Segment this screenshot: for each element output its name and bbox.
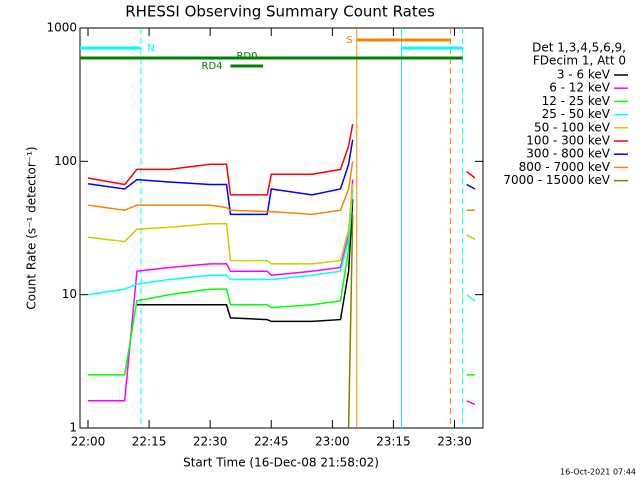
y-tick-label: 100 bbox=[54, 154, 77, 168]
series-line bbox=[87, 139, 476, 216]
legend-label: 3 - 6 keV bbox=[557, 68, 611, 82]
legend-label: 12 - 25 keV bbox=[542, 94, 611, 108]
x-axis-label: Start Time (16-Dec-08 21:58:02) bbox=[183, 456, 379, 470]
series-line bbox=[88, 179, 476, 406]
y-tick-label: 1000 bbox=[46, 21, 77, 35]
legend-label: 7000 - 15000 keV bbox=[503, 173, 610, 187]
legend-title: Det 1,3,4,5,6,9, bbox=[532, 41, 626, 55]
legend-title: FDecim 1, Att 0 bbox=[533, 54, 626, 68]
x-tick-label: 22:15 bbox=[132, 435, 167, 449]
legend-label: 100 - 300 keV bbox=[526, 134, 610, 148]
flag-label: RD0 bbox=[236, 51, 257, 62]
x-tick-label: 23:30 bbox=[437, 435, 472, 449]
legend-label: 25 - 50 keV bbox=[542, 107, 611, 121]
flag-label: RD4 bbox=[202, 61, 223, 72]
plot-frame bbox=[79, 27, 484, 429]
series-line bbox=[87, 161, 475, 216]
legend-label: 6 - 12 keV bbox=[549, 81, 611, 95]
x-tick-label: 22:30 bbox=[193, 435, 228, 449]
footer: 16-Oct-2021 07:44 bbox=[560, 468, 636, 477]
series-line bbox=[347, 214, 354, 429]
legend-label: 50 - 100 keV bbox=[534, 120, 611, 134]
legend-label: 800 - 7000 keV bbox=[519, 160, 611, 174]
series-line bbox=[87, 124, 476, 196]
x-tick-label: 23:00 bbox=[315, 435, 350, 449]
series-line bbox=[136, 199, 354, 323]
flag-label: S bbox=[346, 35, 352, 46]
y-axis-label: Count Rate (s⁻¹ detector⁻¹) bbox=[25, 146, 39, 309]
y-tick-label: 1 bbox=[69, 421, 77, 435]
y-tick-label: 10 bbox=[62, 287, 77, 301]
x-tick-label: 22:45 bbox=[254, 435, 289, 449]
series-line bbox=[87, 188, 476, 302]
x-tick-label: 22:00 bbox=[71, 435, 106, 449]
chart-title: RHESSI Observing Summary Count Rates bbox=[125, 3, 435, 21]
series-line bbox=[88, 188, 475, 376]
flag-label: N bbox=[147, 43, 154, 54]
legend-label: 300 - 800 keV bbox=[526, 147, 610, 161]
x-tick-label: 23:15 bbox=[376, 435, 411, 449]
series-line bbox=[87, 184, 476, 265]
